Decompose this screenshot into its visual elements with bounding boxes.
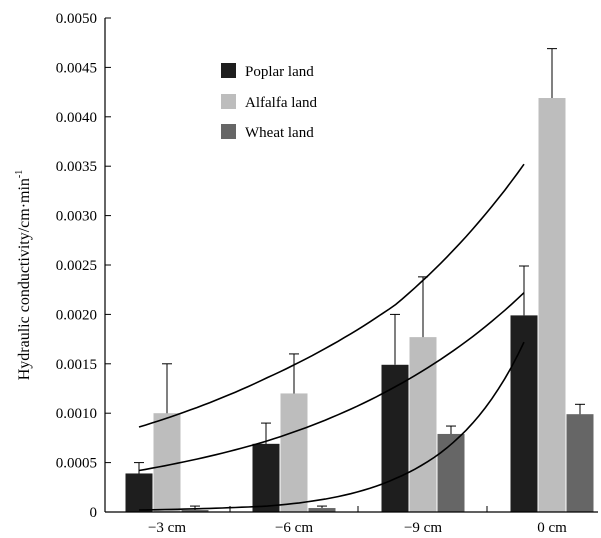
bar bbox=[510, 315, 538, 512]
bar bbox=[252, 443, 280, 512]
y-tick-label: 0.0015 bbox=[56, 357, 97, 373]
legend-swatch bbox=[221, 94, 236, 109]
y-tick-label: 0.0025 bbox=[56, 258, 97, 274]
bar bbox=[181, 510, 209, 512]
y-tick-label: 0.0050 bbox=[56, 11, 97, 27]
bar bbox=[409, 337, 437, 512]
trend-line bbox=[138, 292, 525, 472]
bar bbox=[280, 393, 308, 512]
bar bbox=[125, 473, 153, 512]
x-tick-label: −3 cm bbox=[148, 520, 186, 536]
legend: Poplar land Alfalfa land Wheat land bbox=[221, 63, 318, 141]
bar-series bbox=[125, 48, 594, 512]
x-tick-label: −6 cm bbox=[275, 520, 313, 536]
y-tick-label: 0.0030 bbox=[56, 209, 97, 225]
legend-label: Wheat land bbox=[245, 125, 314, 141]
x-tick-label: 0 cm bbox=[537, 520, 567, 536]
y-axis-ticks: 0 0.0005 0.0010 0.0015 0.0020 0.0025 0.0030 0.0… bbox=[56, 11, 111, 521]
legend-swatch bbox=[221, 63, 236, 78]
trend-line bbox=[138, 341, 525, 511]
y-axis-title-superscript: -1 bbox=[14, 170, 25, 178]
y-axis-title: Hydraulic conductivity/cm·min-1 bbox=[14, 170, 33, 381]
legend-swatch bbox=[221, 124, 236, 139]
y-tick-label: 0.0005 bbox=[56, 456, 97, 472]
legend-label: Alfalfa land bbox=[245, 95, 318, 111]
x-axis-ticks: −3 cm −6 cm −9 cm 0 cm bbox=[148, 506, 567, 536]
axes bbox=[104, 18, 598, 513]
y-tick-label: 0.0045 bbox=[56, 60, 97, 76]
bar bbox=[381, 364, 409, 512]
bar bbox=[437, 433, 465, 512]
trend-line bbox=[138, 163, 525, 428]
bar bbox=[566, 414, 594, 512]
y-tick-label: 0.0020 bbox=[56, 307, 97, 323]
x-tick-label: −9 cm bbox=[404, 520, 442, 536]
y-tick-label: 0.0035 bbox=[56, 159, 97, 175]
y-tick-label: 0.0010 bbox=[56, 406, 97, 422]
y-tick-label: 0 bbox=[90, 505, 98, 521]
bar bbox=[538, 98, 566, 512]
y-tick-label: 0.0040 bbox=[56, 110, 97, 126]
bar bbox=[153, 413, 181, 512]
y-axis-title-main: Hydraulic conductivity/cm·min bbox=[16, 178, 33, 380]
legend-label: Poplar land bbox=[245, 64, 314, 80]
trend-lines bbox=[138, 163, 525, 511]
bar bbox=[308, 508, 336, 512]
